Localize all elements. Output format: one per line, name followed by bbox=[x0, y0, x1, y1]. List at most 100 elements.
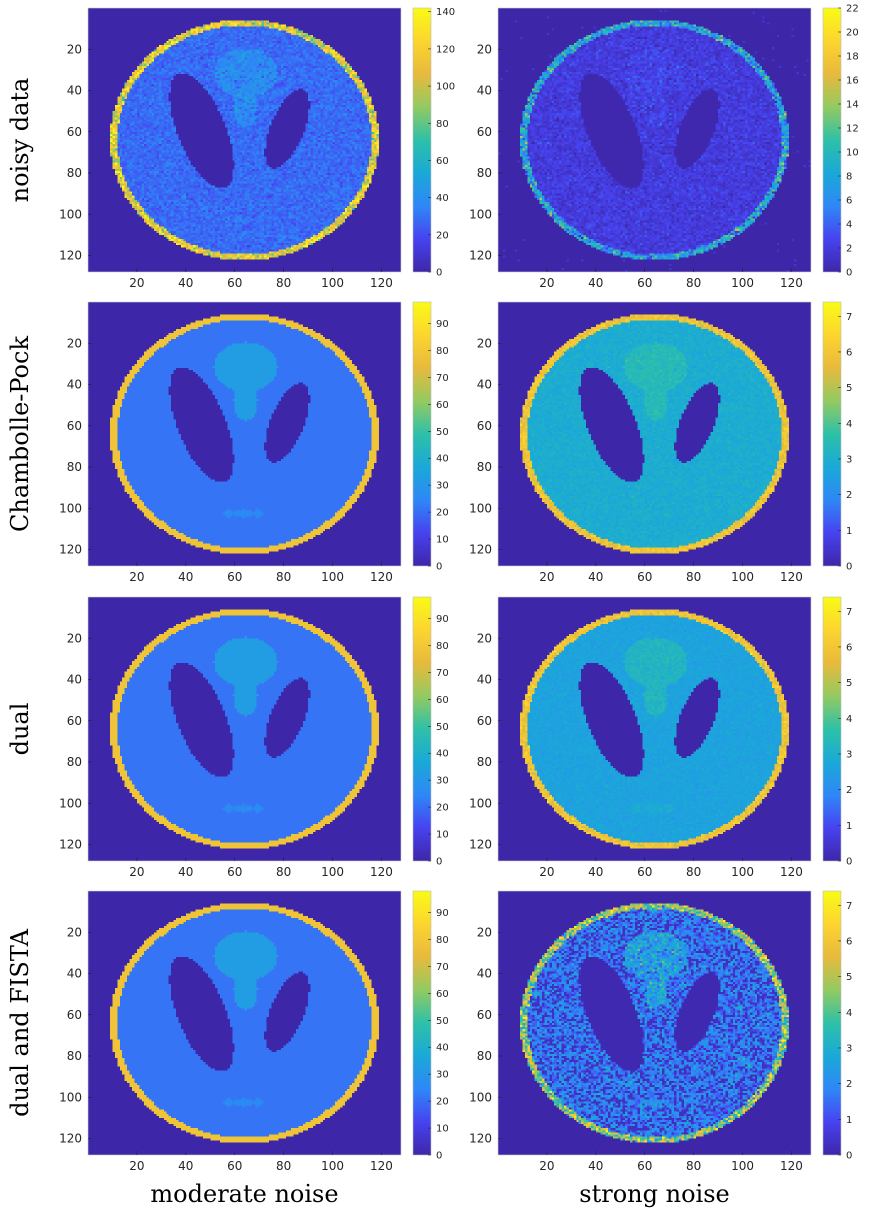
x-tick-label: 20 bbox=[539, 570, 554, 584]
y-tick-label: 20 bbox=[67, 42, 82, 56]
colorbar-tick-label: 20 bbox=[436, 230, 449, 241]
colorbar-tick-label: 60 bbox=[436, 695, 449, 706]
y-tick-label: 60 bbox=[477, 125, 492, 139]
x-tick-label: 60 bbox=[637, 276, 652, 290]
y-tick-label: 100 bbox=[469, 1090, 492, 1104]
colorbar-tick-label: 20 bbox=[436, 508, 449, 519]
y-tick-label: 40 bbox=[477, 673, 492, 687]
colorbar-tick-label: 5 bbox=[846, 678, 852, 689]
x-tick-label: 40 bbox=[588, 276, 603, 290]
y-tick-label: 80 bbox=[477, 166, 492, 180]
x-tick-label: 120 bbox=[780, 570, 803, 584]
x-tick-label: 20 bbox=[539, 1159, 554, 1173]
colorbar-tick-label: 50 bbox=[436, 1016, 449, 1027]
colorbar-tick-label: 4 bbox=[846, 1008, 852, 1019]
y-tick-label: 120 bbox=[469, 543, 492, 557]
colorbar-tick-label: 8 bbox=[846, 172, 852, 183]
y-tick-label: 20 bbox=[477, 631, 492, 645]
colorbar bbox=[412, 7, 432, 273]
colorbar-tick-label: 2 bbox=[846, 244, 852, 255]
colorbar-tick-label: 0 bbox=[846, 1151, 852, 1162]
colorbar-tick-label: 30 bbox=[436, 776, 449, 787]
colorbar-tick-label: 0 bbox=[846, 857, 852, 868]
colorbar-tick-label: 60 bbox=[436, 989, 449, 1000]
colorbar-tick-label: 50 bbox=[436, 722, 449, 733]
x-tick-label: 40 bbox=[178, 865, 193, 879]
colorbar-tick-label: 1 bbox=[846, 526, 852, 537]
y-tick-label: 120 bbox=[469, 1132, 492, 1146]
heatmap-image bbox=[498, 597, 811, 861]
heatmap-image bbox=[498, 8, 811, 272]
colorbar-tick-label: 20 bbox=[436, 803, 449, 814]
colorbar bbox=[412, 890, 432, 1156]
colorbar bbox=[822, 7, 842, 273]
x-tick-label: 80 bbox=[686, 865, 701, 879]
colorbar-tick-label: 22 bbox=[846, 4, 859, 15]
x-tick-label: 100 bbox=[321, 570, 344, 584]
colorbar-tick-label: 10 bbox=[436, 830, 449, 841]
x-tick-label: 60 bbox=[637, 570, 652, 584]
colorbar-tick-label: 80 bbox=[436, 346, 449, 357]
x-tick-label: 120 bbox=[780, 865, 803, 879]
colorbar bbox=[822, 890, 842, 1156]
y-tick-label: 60 bbox=[67, 125, 82, 139]
y-tick-label: 60 bbox=[67, 419, 82, 433]
x-tick-label: 40 bbox=[178, 276, 193, 290]
heatmap-image bbox=[498, 891, 811, 1155]
y-tick-label: 80 bbox=[477, 1049, 492, 1063]
x-tick-label: 100 bbox=[321, 1159, 344, 1173]
x-tick-label: 20 bbox=[539, 865, 554, 879]
colorbar-tick-label: 60 bbox=[436, 156, 449, 167]
x-tick-label: 100 bbox=[731, 1159, 754, 1173]
colorbar-tick-label: 0 bbox=[436, 562, 442, 573]
y-tick-label: 60 bbox=[477, 1008, 492, 1022]
row-label: dual and FISTA bbox=[6, 928, 34, 1116]
colorbar-tick-label: 140 bbox=[436, 7, 455, 18]
y-tick-label: 40 bbox=[477, 84, 492, 98]
colorbar-tick-label: 1 bbox=[846, 1115, 852, 1126]
colorbar-tick-label: 80 bbox=[436, 119, 449, 130]
y-tick-label: 80 bbox=[477, 460, 492, 474]
y-tick-label: 80 bbox=[67, 460, 82, 474]
y-tick-label: 60 bbox=[67, 1008, 82, 1022]
colorbar-tick-label: 120 bbox=[436, 44, 455, 55]
y-tick-label: 40 bbox=[67, 84, 82, 98]
colorbar-tick-label: 10 bbox=[846, 148, 859, 159]
colorbar-tick-label: 1 bbox=[846, 821, 852, 832]
colorbar-tick-label: 7 bbox=[846, 607, 852, 618]
y-tick-label: 120 bbox=[59, 249, 82, 263]
x-tick-label: 20 bbox=[129, 865, 144, 879]
colorbar-tick-label: 0 bbox=[846, 562, 852, 573]
heatmap-image bbox=[498, 302, 811, 566]
colorbar-tick-label: 4 bbox=[846, 714, 852, 725]
y-tick-label: 120 bbox=[59, 838, 82, 852]
x-tick-label: 40 bbox=[178, 570, 193, 584]
axes-frame bbox=[497, 890, 812, 1156]
axes-frame bbox=[497, 7, 812, 273]
colorbar-tick-label: 100 bbox=[436, 82, 455, 93]
axes-frame bbox=[497, 596, 812, 862]
x-tick-label: 80 bbox=[276, 570, 291, 584]
colorbar-tick-label: 6 bbox=[846, 642, 852, 653]
axes-frame bbox=[87, 301, 402, 567]
colorbar bbox=[822, 596, 842, 862]
colorbar-tick-label: 0 bbox=[436, 1151, 442, 1162]
y-tick-label: 40 bbox=[67, 378, 82, 392]
colorbar-tick-label: 80 bbox=[436, 935, 449, 946]
axes-frame bbox=[87, 7, 402, 273]
y-tick-label: 80 bbox=[477, 755, 492, 769]
x-tick-label: 120 bbox=[780, 276, 803, 290]
x-tick-label: 120 bbox=[370, 865, 393, 879]
x-tick-label: 40 bbox=[588, 1159, 603, 1173]
y-tick-label: 20 bbox=[477, 42, 492, 56]
colorbar-tick-label: 90 bbox=[436, 614, 449, 625]
y-tick-label: 80 bbox=[67, 166, 82, 180]
row-label: noisy data bbox=[6, 78, 34, 203]
y-tick-label: 120 bbox=[469, 249, 492, 263]
x-tick-label: 20 bbox=[129, 276, 144, 290]
colorbar-tick-label: 90 bbox=[436, 908, 449, 919]
x-tick-label: 20 bbox=[539, 276, 554, 290]
heatmap-image bbox=[88, 302, 401, 566]
colorbar-tick-label: 40 bbox=[436, 454, 449, 465]
row-label: Chambolle-Pock bbox=[6, 336, 34, 532]
